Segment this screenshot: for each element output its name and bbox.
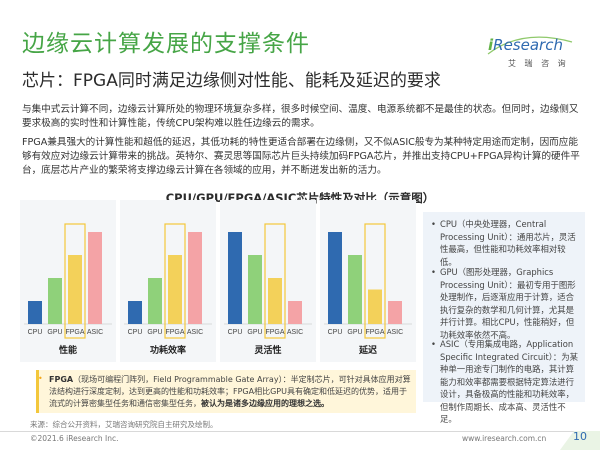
- fpga-highlight-frame: [264, 223, 286, 339]
- chart-bar-cpu: [128, 301, 142, 324]
- note-bullet: •: [38, 374, 43, 383]
- logo-wordmark: iResearch: [488, 36, 563, 54]
- chart-tick-label: CPU: [128, 329, 143, 336]
- chart-bar-cpu: [328, 232, 342, 324]
- chart-tick-label: ASIC: [87, 329, 103, 336]
- chart-tick-label: ASIC: [387, 329, 403, 336]
- chart-panel: CPU GPU FPGA ASIC 性能: [20, 200, 116, 362]
- chart-panel-title: 灵活性: [253, 344, 281, 356]
- legend-bullet: •: [431, 339, 436, 349]
- chart-tick-label: CPU: [328, 329, 343, 336]
- note-emphasis: 被认为是诸多边缘应用的理想之选。: [201, 399, 329, 408]
- legend-text: CPU（中央处理器，Central Processing Unit）：通用芯片，…: [440, 219, 576, 267]
- source-note: 来源：综合公开资料，艾瑞咨询研究院自主研究及绘制。: [30, 420, 218, 429]
- chart-bar-fpga: [268, 278, 282, 324]
- chart-tick-label: FPGA: [165, 329, 184, 336]
- page-title: 边缘云计算发展的支撑条件: [22, 31, 310, 57]
- chart-bar-gpu: [348, 255, 362, 324]
- chart-tick-label: GPU: [147, 329, 162, 336]
- chart-bar-asic: [288, 301, 302, 324]
- footer-website: www.iresearch.com.cn: [462, 434, 547, 443]
- legend-item-cpu: • CPU（中央处理器，Central Processing Unit）：通用芯…: [431, 218, 579, 268]
- chart-panel: CPU GPU FPGA ASIC 灵活性: [220, 200, 316, 362]
- chart-bar-asic: [388, 301, 402, 324]
- chart-bar-gpu: [148, 278, 162, 324]
- logo-brand-rest: Research: [493, 36, 563, 54]
- legend-text: GPU（图形处理器，Graphics Processing Unit）：最初专用…: [440, 267, 576, 340]
- chart-tick-label: CPU: [28, 329, 43, 336]
- fpga-highlight-frame: [364, 223, 386, 339]
- chart-tick-label: FPGA: [265, 329, 284, 336]
- chart-tick-label: FPGA: [365, 329, 384, 336]
- chart-tick-label: CPU: [228, 329, 243, 336]
- chart-bar-fpga: [168, 255, 182, 324]
- chart-bar-fpga: [368, 289, 382, 324]
- page-subtitle: 芯片：FPGA同时满足边缘侧对性能、能耗及延迟的要求: [22, 71, 441, 91]
- fpga-highlight-frame: [64, 223, 86, 339]
- chart-panel: CPU GPU FPGA ASIC 功耗效率: [120, 200, 216, 362]
- chart-bar-fpga: [68, 255, 82, 324]
- corner-decoration-icon: [560, 431, 600, 450]
- chart-bar-asic: [188, 232, 202, 324]
- chart-tick-label: GPU: [247, 329, 262, 336]
- legend-bullet: •: [431, 219, 436, 229]
- legend-bullet: •: [431, 267, 436, 277]
- chart-panel-title: 延迟: [358, 344, 377, 356]
- iresearch-logo: iResearch 艾 瑞 咨 询: [486, 32, 576, 72]
- fpga-note-text: FPGA（现场可编程门阵列，Field Programmable Gate Ar…: [49, 374, 413, 410]
- logo-subtitle: 艾 瑞 咨 询: [508, 59, 569, 68]
- chart-panel-title: 性能: [59, 344, 77, 356]
- chart-panel-title: 功耗效率: [150, 344, 186, 356]
- logo-brand-i: i: [488, 36, 494, 54]
- chart-bar-cpu: [28, 301, 42, 324]
- chart-tick-label: ASIC: [187, 329, 203, 336]
- chart-bar-asic: [88, 232, 102, 324]
- note-body: （现场可编程门阵列，Field Programmable Gate Array）…: [49, 375, 411, 408]
- chart-bar-cpu: [228, 232, 242, 324]
- legend-text: ASIC（专用集成电路，Application Specific Integra…: [440, 339, 579, 424]
- intro-paragraph-2: FPGA兼具强大的计算性能和超低的延迟，其低功耗的特性更适合部署在边缘侧，又不似…: [22, 137, 580, 176]
- fpga-note-box: • FPGA（现场可编程门阵列，Field Programmable Gate …: [36, 370, 416, 413]
- chart-panel: CPU GPU FPGA ASIC 延迟: [320, 200, 416, 362]
- logo-arc-icon: [487, 36, 573, 55]
- page-number: 10: [573, 430, 587, 443]
- legend-item-gpu: • GPU（图形处理器，Graphics Processing Unit）：最初…: [431, 266, 579, 341]
- chart-tick-label: ASIC: [287, 329, 303, 336]
- chart-tick-label: GPU: [347, 329, 362, 336]
- note-lead: FPGA: [49, 375, 74, 384]
- intro-paragraph-1: 与集中式云计算不同，边缘云计算所处的物理环境复杂多样，很多时候空间、温度、电源系…: [22, 104, 579, 129]
- legend-item-asic: • ASIC（专用集成电路，Application Specific Integ…: [431, 338, 579, 426]
- chart-tick-label: FPGA: [65, 329, 84, 336]
- chip-legend-panel: • CPU（中央处理器，Central Processing Unit）：通用芯…: [423, 212, 585, 424]
- chart-bar-gpu: [248, 255, 262, 324]
- footer-divider: [0, 431, 600, 432]
- fpga-highlight-frame: [164, 223, 186, 339]
- chart-bar-gpu: [48, 278, 62, 324]
- footer-copyright: ©2021.6 iResearch Inc.: [30, 434, 119, 443]
- chart-tick-label: GPU: [47, 329, 62, 336]
